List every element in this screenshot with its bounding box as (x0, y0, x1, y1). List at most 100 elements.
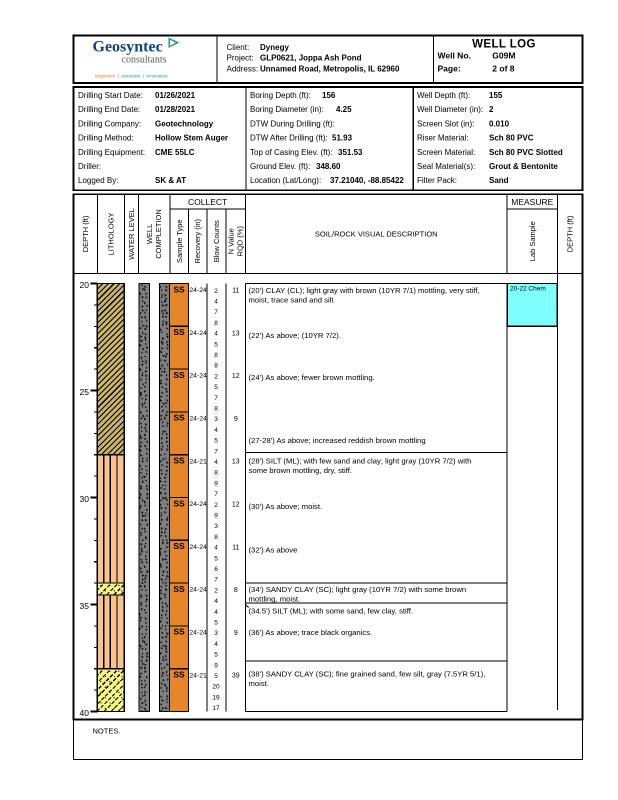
svg-text:5: 5 (214, 438, 218, 445)
svg-text:39: 39 (232, 673, 240, 680)
svg-text:6: 6 (214, 566, 218, 573)
svg-text:4: 4 (214, 331, 218, 338)
svg-text:8: 8 (214, 406, 218, 413)
svg-text:Screen Material:: Screen Material: (417, 148, 475, 157)
svg-text:Drilling Equipment:: Drilling Equipment: (78, 148, 145, 157)
svg-text:24-24: 24-24 (189, 630, 207, 637)
svg-text:NOTES.: NOTES. (93, 727, 121, 736)
svg-text:(22') As above; (10YR 7/2).: (22') As above; (10YR 7/2). (249, 331, 341, 340)
svg-text:SS: SS (173, 327, 185, 337)
svg-text:7: 7 (214, 491, 218, 498)
svg-text:12: 12 (232, 373, 240, 380)
svg-text:(28') SILT (ML); with few sand: (28') SILT (ML); with few sand and clay;… (249, 457, 472, 466)
svg-text:Project:: Project: (227, 54, 254, 63)
svg-text:SS: SS (173, 627, 185, 637)
svg-text:SS: SS (173, 584, 185, 594)
svg-text:30: 30 (80, 494, 90, 504)
svg-text:7: 7 (214, 577, 218, 584)
svg-text:8: 8 (214, 534, 218, 541)
svg-text:2: 2 (214, 587, 218, 594)
svg-text:Lab Sample: Lab Sample (528, 221, 537, 261)
svg-text:(34.5') SILT (ML); with some s: (34.5') SILT (ML); with some sand, few c… (249, 607, 414, 616)
svg-text:12: 12 (232, 502, 240, 509)
svg-text:SK & AT: SK & AT (155, 176, 186, 185)
svg-text:(38') SANDY CLAY (SC); fine gr: (38') SANDY CLAY (SC); fine grained sand… (249, 670, 486, 679)
svg-text:(36') As above; trace black or: (36') As above; trace black organics. (249, 628, 373, 637)
svg-text:Sch 80 PVC: Sch 80 PVC (489, 134, 534, 143)
svg-text:(27-28') As above; increased r: (27-28') As above; increased reddish bro… (249, 436, 426, 445)
svg-text:2: 2 (214, 288, 218, 295)
svg-text:7: 7 (214, 395, 218, 402)
svg-text:Geosyntec: Geosyntec (93, 39, 163, 56)
svg-text:COMPLETION: COMPLETION (154, 209, 163, 259)
svg-text:11: 11 (232, 288, 239, 295)
svg-text:Client:: Client: (227, 43, 250, 52)
svg-text:Drilling Company:: Drilling Company: (78, 119, 141, 128)
svg-text:Riser Material:: Riser Material: (417, 134, 469, 143)
svg-text:24-24: 24-24 (189, 373, 207, 380)
svg-text:SOIL/ROCK VISUAL DESCRIPTION: SOIL/ROCK VISUAL DESCRIPTION (315, 229, 438, 238)
svg-text:COLLECT: COLLECT (188, 197, 227, 207)
svg-text:Drilling End Date:: Drilling End Date: (78, 105, 140, 114)
svg-text:8: 8 (214, 363, 218, 370)
svg-text:3: 3 (214, 523, 218, 530)
svg-text:5: 5 (214, 555, 218, 562)
svg-text:Hollow Stem Auger: Hollow Stem Auger (155, 134, 228, 143)
svg-text:CME 55LC: CME 55LC (155, 148, 195, 157)
svg-text:4: 4 (214, 609, 218, 616)
svg-text:DTW After Drilling (ft):: DTW After Drilling (ft): (250, 134, 328, 143)
svg-text:SS: SS (173, 413, 185, 423)
svg-text:Sample Type: Sample Type (175, 219, 184, 263)
svg-text:RQD (%): RQD (%) (236, 226, 245, 257)
svg-text:Recovery (in): Recovery (in) (193, 218, 202, 263)
svg-text:Top of Casing Elev. (ft):: Top of Casing Elev. (ft): (250, 148, 333, 157)
svg-text:3: 3 (214, 630, 218, 637)
svg-text:Well Diameter (in):: Well Diameter (in): (417, 105, 483, 114)
svg-text:moist, trace sand and silt: moist, trace sand and silt (249, 296, 335, 305)
svg-text:mottling, moist.: mottling, moist. (249, 594, 301, 603)
svg-text:24-24: 24-24 (189, 416, 207, 423)
svg-text:37.21040, -88.85422: 37.21040, -88.85422 (330, 176, 404, 185)
svg-text:|: | (118, 74, 119, 79)
svg-text:20: 20 (80, 280, 90, 290)
svg-text:G09M: G09M (492, 51, 515, 61)
svg-text:4: 4 (214, 459, 218, 466)
svg-text:engineers: engineers (95, 74, 116, 79)
svg-text:Drilling Start Date:: Drilling Start Date: (78, 91, 143, 100)
svg-text:some brown mottling, dry, stif: some brown mottling, dry, stiff. (249, 466, 353, 475)
svg-text:Well No.: Well No. (438, 51, 471, 61)
svg-text:4: 4 (214, 545, 218, 552)
svg-text:20-22 Chem: 20-22 Chem (510, 286, 546, 293)
svg-text:9: 9 (214, 662, 218, 669)
svg-text:7: 7 (214, 309, 218, 316)
svg-text:01/26/2021: 01/26/2021 (155, 91, 196, 100)
svg-text:24-24: 24-24 (189, 501, 207, 508)
svg-text:GLP0621, Joppa Ash Pond: GLP0621, Joppa Ash Pond (260, 54, 362, 63)
svg-text:Driller:: Driller: (78, 162, 101, 171)
svg-text:SS: SS (173, 456, 185, 466)
svg-text:20: 20 (212, 684, 220, 691)
svg-text:35: 35 (80, 601, 90, 611)
svg-text:Screen Slot (in):: Screen Slot (in): (417, 119, 474, 128)
svg-text:8: 8 (214, 320, 218, 327)
svg-text:Filter Pack:: Filter Pack: (417, 176, 457, 185)
svg-text:LITHOLOGY: LITHOLOGY (106, 212, 115, 255)
svg-text:Sch 80 PVC Slotted: Sch 80 PVC Slotted (489, 148, 563, 157)
svg-text:51.93: 51.93 (332, 134, 353, 143)
svg-text:Boring Diameter (in):: Boring Diameter (in): (250, 105, 324, 114)
svg-text:SS: SS (173, 498, 185, 508)
svg-text:4: 4 (214, 299, 218, 306)
svg-text:9: 9 (214, 513, 218, 520)
svg-text:SS: SS (173, 670, 185, 680)
svg-text:351.53: 351.53 (338, 148, 363, 157)
svg-text:8: 8 (214, 470, 218, 477)
svg-text:19: 19 (212, 694, 220, 701)
svg-text:scientists: scientists (122, 74, 142, 79)
svg-text:(34') SANDY CLAY (SC); light g: (34') SANDY CLAY (SC); light gray (10YR … (249, 585, 467, 594)
svg-text:DEPTH (ft): DEPTH (ft) (81, 215, 90, 252)
svg-text:17: 17 (212, 705, 220, 712)
svg-text:25: 25 (80, 387, 90, 397)
svg-text:(20') CLAY (CL); light gray wi: (20') CLAY (CL); light gray with brown (… (249, 286, 480, 295)
svg-text:11: 11 (232, 544, 239, 551)
svg-text:5: 5 (214, 384, 218, 391)
